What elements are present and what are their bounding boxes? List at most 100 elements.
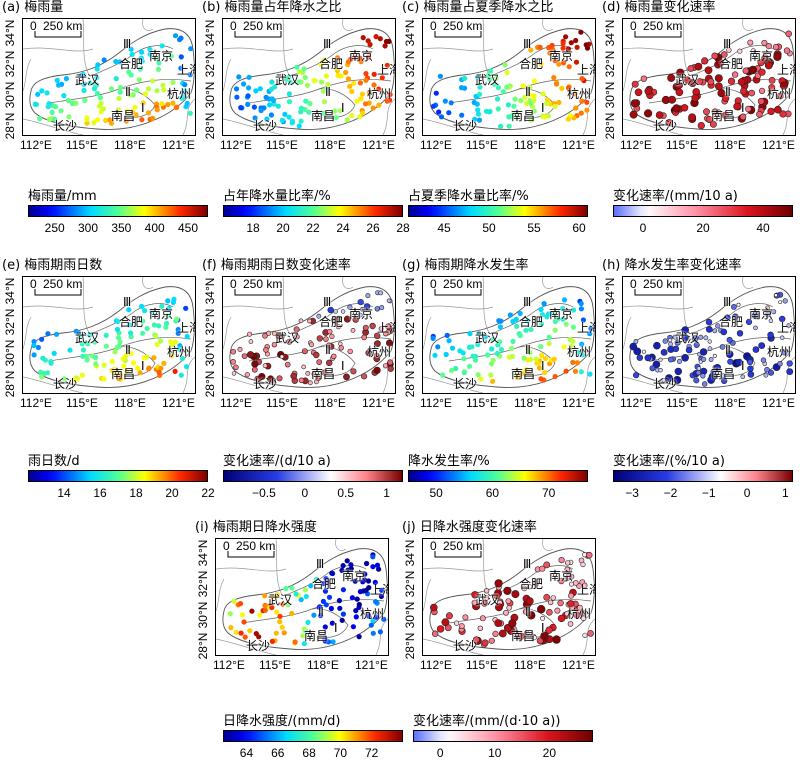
station-dot [680, 104, 689, 112]
station-dot [66, 114, 72, 120]
station-dot [527, 84, 533, 90]
station-dot [583, 42, 589, 48]
station-dot [739, 113, 747, 121]
station-dot [529, 115, 535, 121]
station-dot [538, 376, 544, 382]
station-dot [276, 375, 283, 382]
station-dot [178, 54, 184, 60]
map-label-nanchang: 南昌 [311, 109, 336, 123]
station-dot [438, 114, 445, 120]
station-dot [752, 346, 760, 353]
lon-tick: 112°E [220, 138, 252, 152]
station-dot [364, 303, 371, 310]
station-dot [538, 306, 544, 313]
station-dot [370, 617, 376, 624]
station-dot [578, 110, 584, 116]
station-dot [298, 377, 305, 384]
lat-axis: 28°N 30°N 32°N 34°N [200, 276, 220, 398]
station-dot [537, 44, 543, 50]
station-dot [488, 637, 495, 644]
station-dot [552, 635, 561, 644]
station-dot [269, 604, 275, 611]
station-dot [493, 75, 499, 81]
station-dot [533, 580, 540, 587]
station-dot [560, 40, 566, 46]
station-dot [182, 88, 188, 94]
station-dot [714, 74, 723, 83]
station-dot [188, 46, 194, 52]
station-dot [667, 337, 673, 343]
lon-tick: 118°E [307, 658, 339, 672]
station-dot [145, 110, 152, 116]
station-dot [158, 338, 164, 344]
station-dot [136, 77, 142, 83]
station-dot [147, 46, 153, 53]
station-dot [531, 78, 538, 84]
station-dot [740, 87, 748, 95]
station-dot [366, 90, 372, 96]
station-dot [542, 114, 548, 120]
scale-bar [234, 289, 282, 296]
station-dot [39, 88, 45, 94]
station-dot [469, 344, 475, 350]
station-dot [479, 615, 486, 622]
map-label-hefei: 合肥 [319, 315, 344, 329]
map-panel-a: (a) 梅雨量 28°N 30°N 32°N 34°N 250 km 0 Ⅲ Ⅱ Ⅰ 南京… [0, 0, 196, 160]
station-dot [361, 373, 368, 380]
map-label-hefei: 合肥 [719, 315, 744, 329]
map-label-nanchang: 南昌 [311, 367, 336, 381]
station-dot [347, 304, 353, 310]
colorbar-i: 日降水强度/(mm/d) 64 66 68 70 72 [215, 710, 411, 770]
station-dot [457, 348, 463, 354]
station-dot [533, 356, 539, 362]
station-dot [747, 365, 754, 372]
station-dot [241, 81, 247, 87]
station-dot [137, 66, 143, 72]
station-dot [325, 81, 331, 88]
station-dot [353, 608, 359, 614]
station-dot [313, 351, 320, 359]
station-dot [116, 375, 122, 382]
map-panel-d: (d) 梅雨量变化速率 28°N 30°N 32°N 34°N 250 km 0 Ⅲ… [600, 0, 796, 160]
station-dot [681, 326, 690, 334]
province-borders [423, 19, 595, 135]
station-dot [567, 621, 574, 627]
zone-boundary [448, 79, 592, 104]
map-svg [423, 539, 595, 655]
lat-axis: 28°N 30°N 32°N 34°N [0, 276, 20, 398]
station-dot [560, 306, 566, 312]
station-dot [733, 102, 741, 111]
station-dot [553, 81, 560, 87]
map-label-nanchang: 南昌 [711, 109, 736, 123]
station-dot [683, 76, 692, 84]
map-panel-f: (f) 梅雨期雨日数变化速率 28°N 30°N 32°N 34°N 250 k… [200, 258, 396, 418]
station-dot [753, 325, 758, 331]
station-dot [52, 104, 59, 110]
zone-boundary [448, 337, 592, 362]
station-dot [238, 630, 244, 636]
station-dot [382, 363, 389, 369]
station-dot [545, 626, 553, 634]
station-dot [123, 118, 129, 124]
station-dot [365, 578, 372, 584]
station-dot [544, 97, 551, 103]
station-dot [449, 345, 456, 351]
scale-zero: 0 [230, 19, 237, 33]
station-dot [703, 108, 710, 116]
station-dot [153, 55, 159, 61]
station-dot [368, 622, 374, 628]
station-dot [94, 75, 100, 81]
station-dot [92, 339, 98, 345]
colorbar-title: 梅雨量/mm [28, 189, 97, 204]
station-dot [370, 105, 376, 111]
station-dot [251, 366, 258, 373]
station-dot [383, 330, 389, 337]
map-label-changsha: 长沙 [253, 377, 278, 391]
map-label-zone3: Ⅲ [523, 557, 532, 571]
station-dot [574, 44, 580, 50]
station-dot [693, 377, 700, 384]
station-dot [542, 369, 548, 375]
station-dot [495, 106, 501, 112]
station-dot [292, 639, 298, 645]
lon-tick: 118°E [714, 396, 746, 410]
